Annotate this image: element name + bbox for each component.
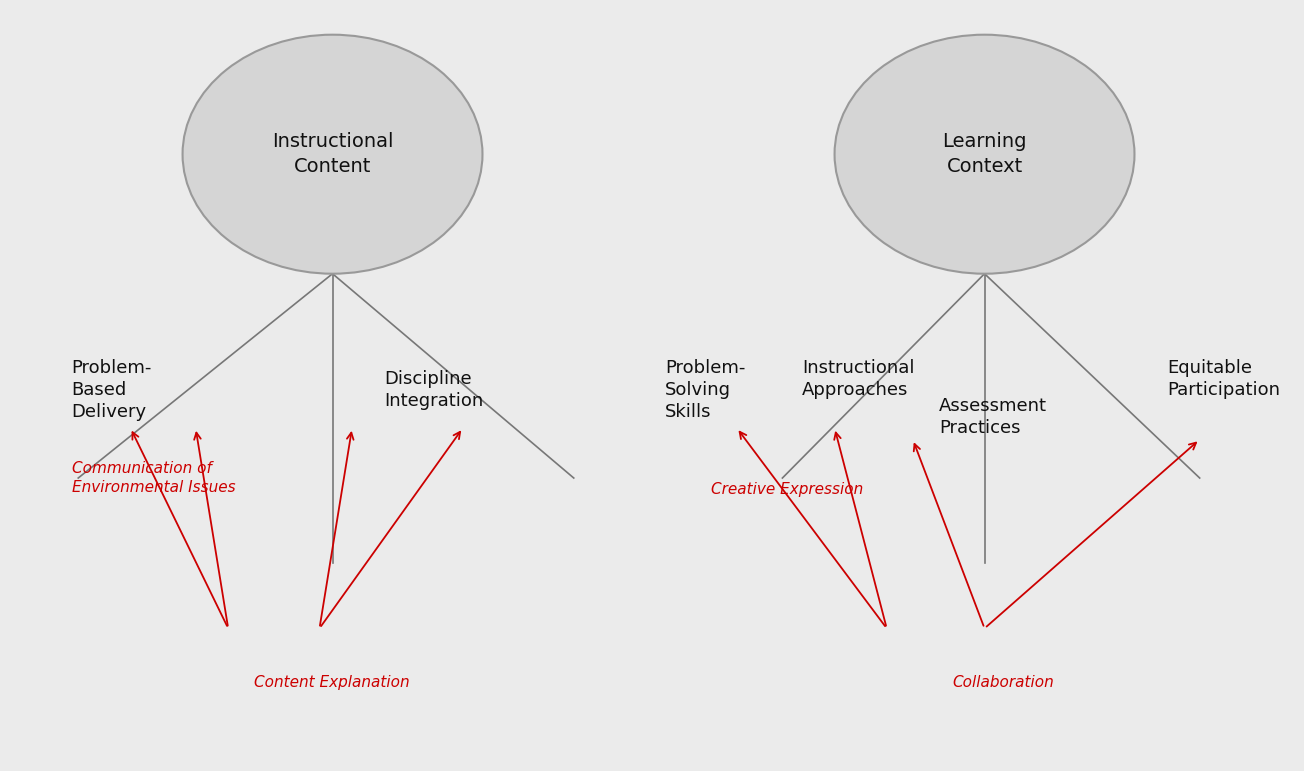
Text: Learning
Context: Learning Context (943, 132, 1026, 177)
Text: Discipline
Integration: Discipline Integration (385, 370, 484, 410)
Text: Creative Expression: Creative Expression (711, 482, 863, 497)
Ellipse shape (835, 35, 1134, 274)
Text: Instructional
Approaches: Instructional Approaches (802, 359, 914, 399)
Text: Collaboration: Collaboration (952, 675, 1054, 690)
Text: Problem-
Based
Delivery: Problem- Based Delivery (72, 359, 153, 421)
Ellipse shape (183, 35, 482, 274)
Text: Assessment
Practices: Assessment Practices (939, 397, 1047, 437)
Text: Problem-
Solving
Skills: Problem- Solving Skills (665, 359, 746, 421)
Text: Equitable
Participation: Equitable Participation (1167, 359, 1281, 399)
Text: Content Explanation: Content Explanation (254, 675, 409, 690)
Text: Communication of
Environmental Issues: Communication of Environmental Issues (72, 461, 235, 495)
Text: Instructional
Content: Instructional Content (271, 132, 394, 177)
